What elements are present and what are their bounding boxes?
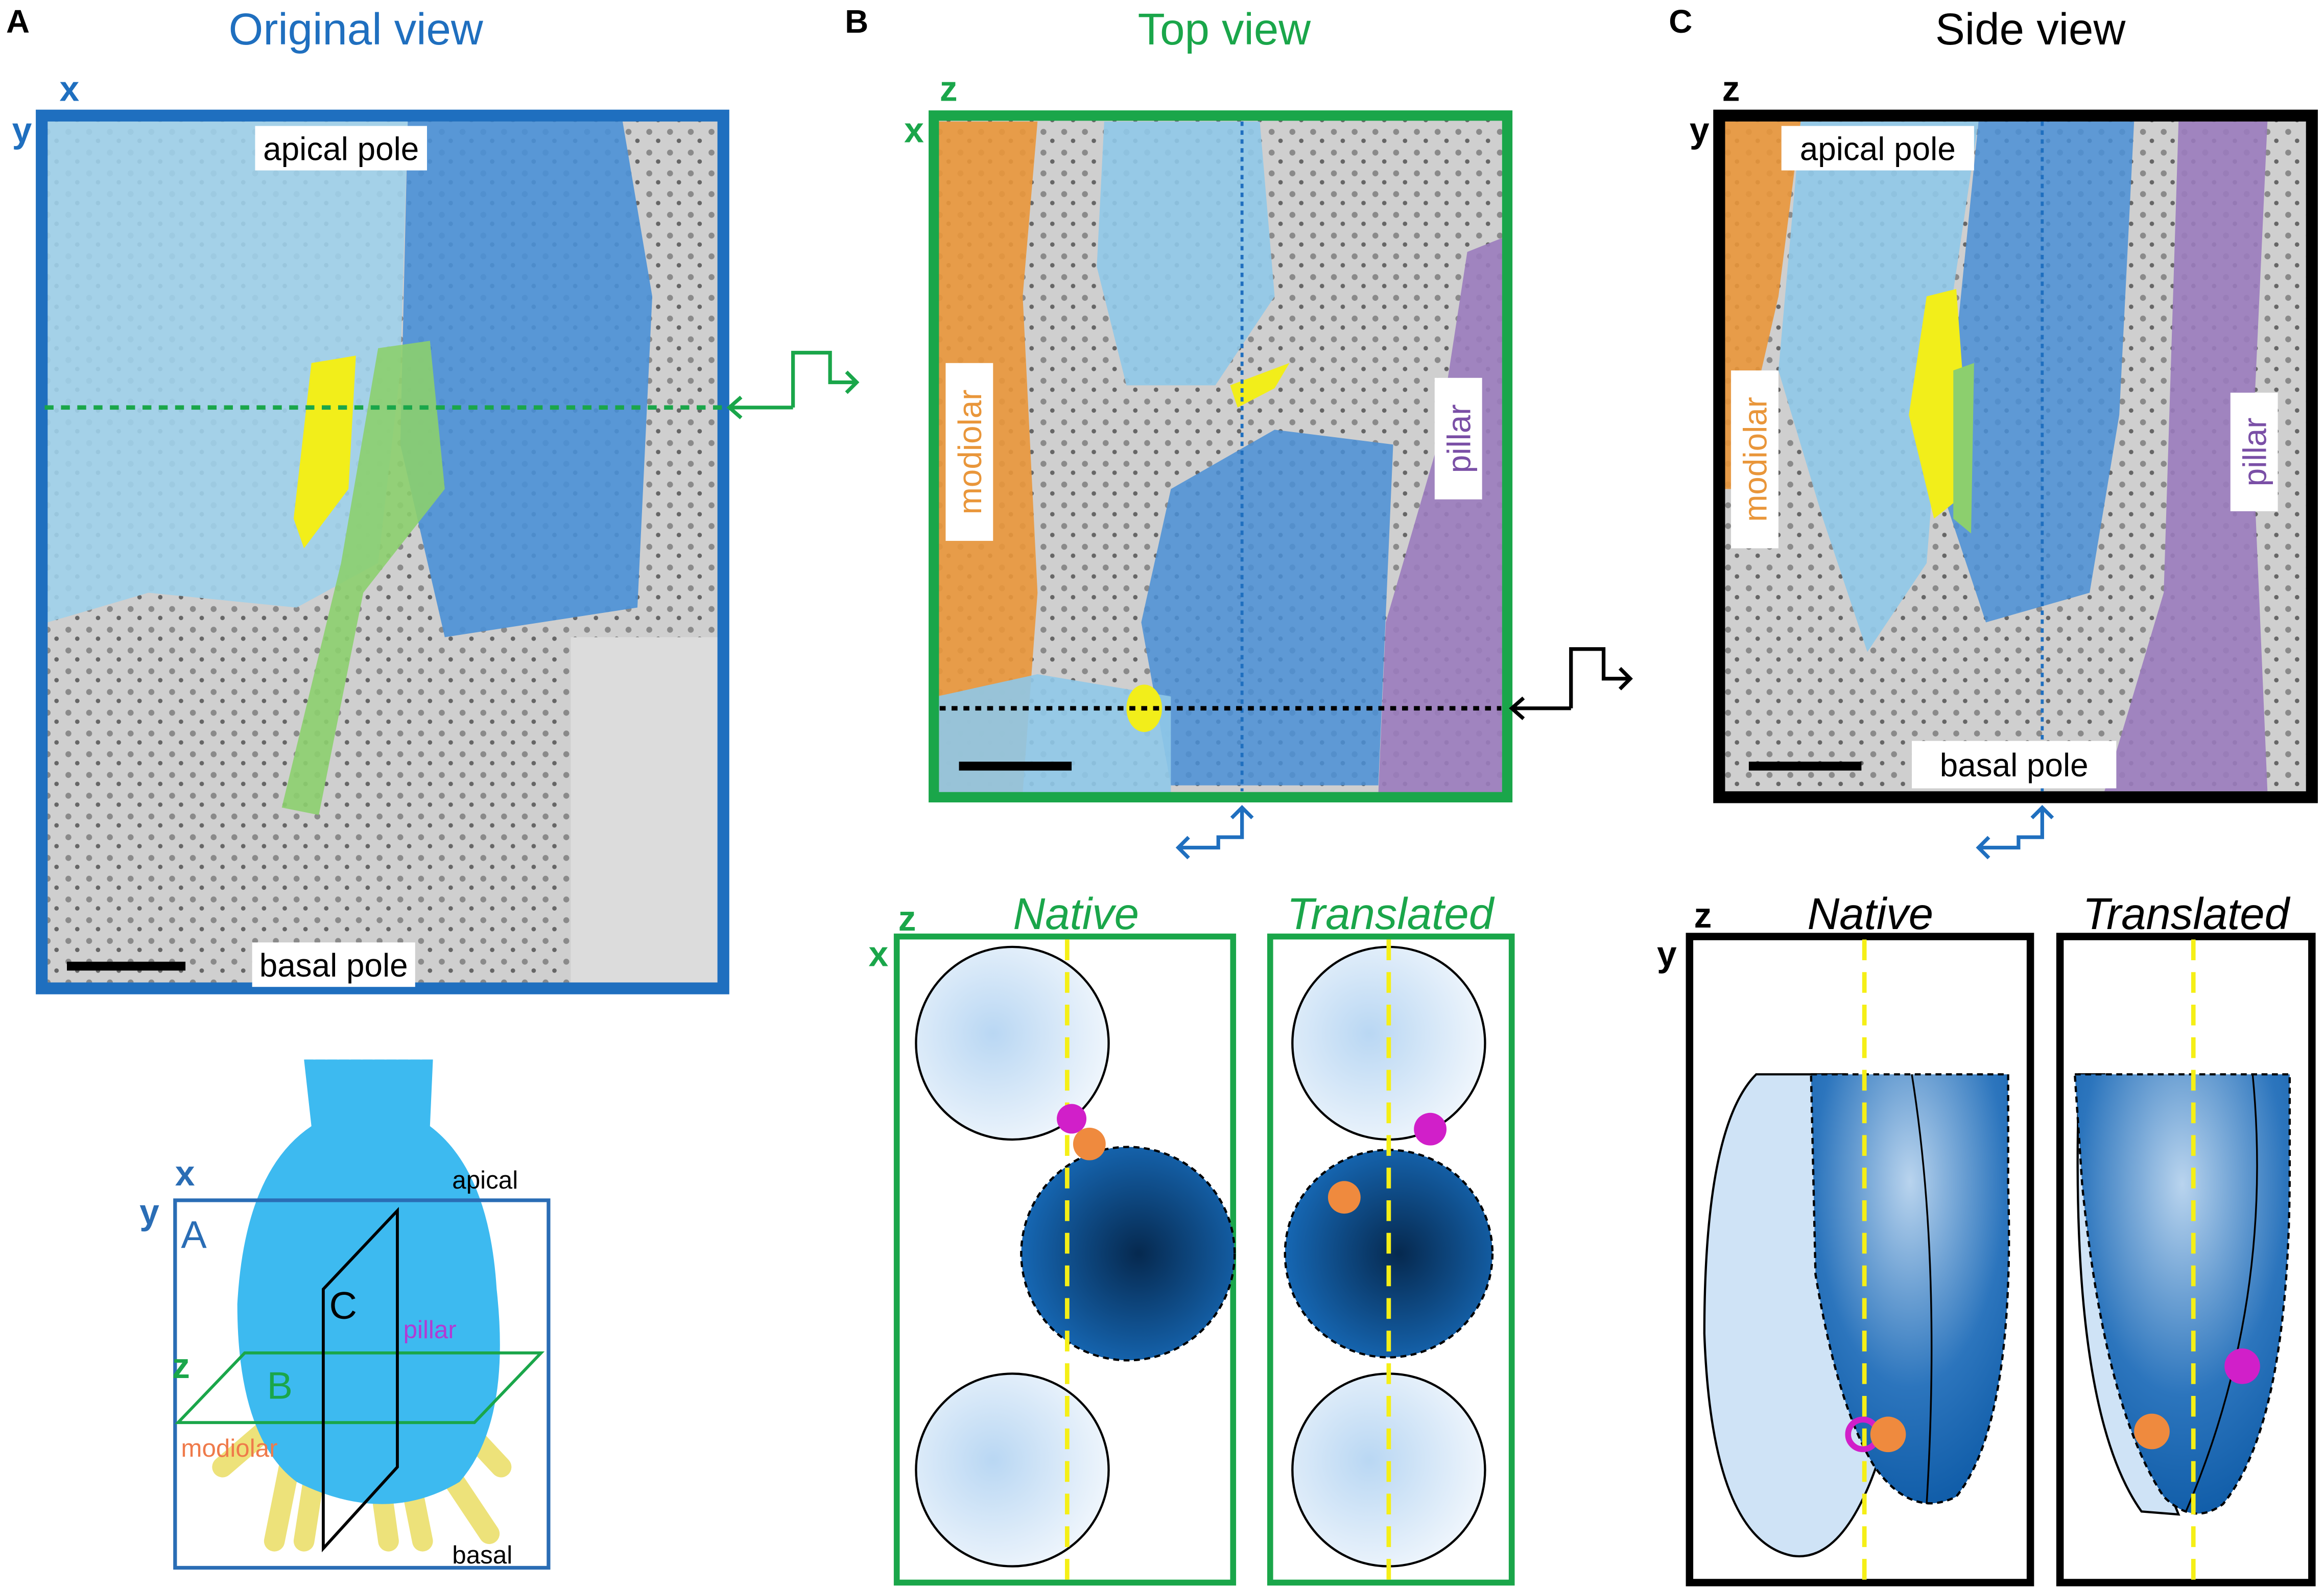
shape-path xyxy=(1911,1074,1933,1504)
axis-label: y xyxy=(139,1192,159,1231)
model-title: Translated xyxy=(2082,889,2290,939)
shape-rect xyxy=(571,637,719,986)
panel-frame xyxy=(929,110,1513,803)
shape-circle xyxy=(1414,1112,1447,1146)
axis-label: z xyxy=(172,1346,190,1386)
axis-label: x xyxy=(175,1153,195,1193)
panel-title: Side view xyxy=(1935,5,2126,54)
panel-title: Original view xyxy=(229,5,484,54)
label: modiolar xyxy=(181,1434,277,1462)
arrow xyxy=(1509,647,1633,720)
axis-label: y xyxy=(12,110,32,150)
label: modiolar xyxy=(1737,397,1774,522)
label: basal xyxy=(452,1541,512,1569)
axis-label: x xyxy=(59,68,79,108)
label: basal pole xyxy=(1940,747,2089,784)
model-title: Native xyxy=(1807,889,1933,939)
label-bg xyxy=(1731,370,1778,549)
shape-path xyxy=(1810,1073,2010,1505)
label: pillar xyxy=(1440,404,1477,473)
label-bg xyxy=(1781,126,1974,171)
em-image xyxy=(41,115,724,989)
shape-circle xyxy=(915,1372,1110,1568)
axis-label: z xyxy=(1694,895,1712,935)
shape-circle xyxy=(2224,1348,2260,1384)
label-bg xyxy=(945,363,993,541)
axis-label: x xyxy=(904,110,924,150)
shape-rect xyxy=(173,1198,551,1570)
em-image xyxy=(1719,115,2312,797)
shape-polygon xyxy=(174,1351,545,1425)
axis-label: z xyxy=(1722,68,1740,108)
shape-circle xyxy=(1327,1181,1361,1214)
box-label: A xyxy=(181,1213,207,1256)
model-title: Translated xyxy=(1287,889,1495,939)
shape-path xyxy=(1230,363,1290,408)
model-translated-top xyxy=(1267,933,1515,1586)
shape-path xyxy=(1141,430,1393,786)
shape-path xyxy=(1778,121,1979,652)
shape-circle xyxy=(1870,1416,1906,1453)
axis-label: y xyxy=(1690,110,1710,150)
shape-circle xyxy=(915,945,1110,1141)
shape-path xyxy=(293,355,356,549)
shape-path xyxy=(303,1034,422,1060)
cell-schematic xyxy=(173,1034,551,1570)
arrow xyxy=(726,350,860,419)
label: apical pole xyxy=(263,130,419,167)
shape-path xyxy=(2104,121,2268,792)
label: pillar xyxy=(404,1316,457,1344)
label-bg xyxy=(2230,392,2278,511)
model-native-side xyxy=(1686,933,2034,1586)
model-title: Native xyxy=(1013,889,1139,939)
label-bg xyxy=(1434,377,1482,500)
em-image xyxy=(934,115,1507,797)
shape-path xyxy=(237,1059,500,1504)
plane-label: B xyxy=(267,1364,293,1407)
model-translated-side xyxy=(2056,933,2316,1586)
arrow xyxy=(1175,805,1254,860)
panel-frame xyxy=(1713,109,2318,803)
shape-circle xyxy=(1057,1104,1087,1134)
panel-letter: C xyxy=(1669,3,1692,40)
shape-circle xyxy=(1020,1146,1236,1362)
shape-path xyxy=(281,341,445,815)
label: modiolar xyxy=(952,390,988,515)
panel-title: Top view xyxy=(1138,5,1312,54)
axis-label: z xyxy=(940,68,958,108)
label: apical xyxy=(452,1166,518,1194)
axis-label: x xyxy=(869,934,889,974)
arrow xyxy=(1976,805,2054,860)
shape-path xyxy=(400,121,652,637)
shape-circle xyxy=(1073,1127,1106,1160)
label-bg xyxy=(252,942,415,987)
panel-frame xyxy=(36,109,729,994)
shape-path xyxy=(1378,237,1505,793)
shape-path xyxy=(2073,1073,2291,1515)
axis-label: z xyxy=(898,898,916,938)
shape-path xyxy=(1097,121,1275,386)
axis-label: y xyxy=(1657,934,1677,974)
label: pillar xyxy=(2236,417,2273,486)
label: apical pole xyxy=(1800,130,1956,167)
panel-letter: B xyxy=(845,3,868,40)
shape-path xyxy=(212,1412,512,1552)
plane-label: C xyxy=(329,1284,357,1327)
shape-polygon xyxy=(322,1206,399,1553)
label-bg xyxy=(255,126,427,171)
model-native-top xyxy=(893,933,1237,1586)
shape-path xyxy=(1953,363,1974,534)
panel-letter: A xyxy=(6,3,30,40)
shape-path xyxy=(1941,121,2135,623)
shape-circle xyxy=(2134,1413,2170,1450)
shape-path xyxy=(2185,1074,2258,1512)
label-bg xyxy=(1912,741,2117,789)
label: basal pole xyxy=(259,947,408,984)
